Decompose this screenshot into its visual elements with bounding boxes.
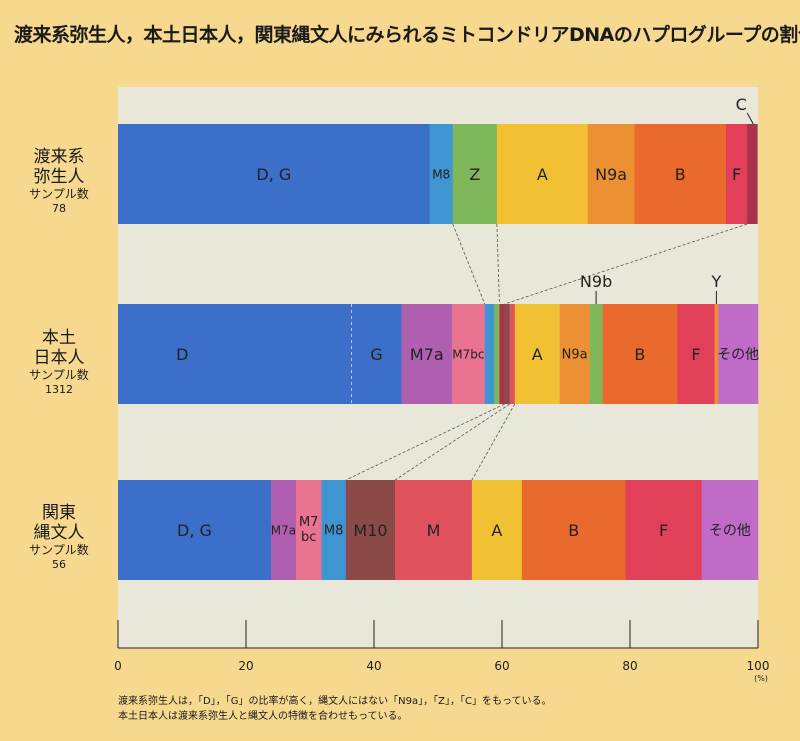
bar-segment [401,304,453,404]
callout-line [746,112,754,125]
bar-segment [634,124,727,224]
segment-label: Y [711,272,722,291]
segment-label: N9b [580,272,612,291]
row-label-yayoi-sample-count: 78 [52,202,66,215]
segment-label: B [634,345,645,364]
x-tick-label: 60 [494,659,509,673]
segment-label: M7a [271,523,296,537]
row-label-modern-line2: 日本人 [33,348,85,368]
connector-line [471,403,516,481]
x-tick-label: 80 [622,659,637,673]
segment-label: B [675,165,686,184]
row-label-modern-sample-label: サンプル数 [29,368,89,382]
segment-label: その他 [717,347,759,363]
bar-segment [602,304,678,404]
segment-label: C [736,95,747,114]
segment-label: F [732,165,741,184]
segment-label: F [659,521,668,540]
bar-segment [718,304,759,404]
row-label-jomon-line1: 関東 [42,503,76,523]
bar-segment [429,124,454,224]
bar-segment [452,124,498,224]
segment-label: N9a [562,348,588,363]
bar-segment [559,304,590,404]
segment-label: Z [469,165,480,184]
row-label-jomon-sample-count: 56 [52,558,66,571]
segment-label: D, G [177,521,212,540]
x-tick-label: 40 [366,659,381,673]
bar-segment [471,480,523,580]
bar-segment [589,304,603,404]
segment-label: A [537,165,548,184]
connector-line [452,223,486,305]
row-label-yayoi-line1: 渡来系 [33,147,85,167]
bar-segment [395,480,473,580]
segment-label: F [691,345,700,364]
connector-line [504,223,748,305]
row-label-modern: 本土 日本人 サンプル数 1312 [4,328,114,396]
footnote-line-1: 渡来系弥生人は，「D」，「G」の比率が高く，縄文人にはない「N9a」，「Z」，「… [118,696,552,707]
bar-segment [118,304,352,404]
segment-label: M7a [410,345,444,364]
bar-segment [509,304,516,404]
bar-segment [351,304,402,404]
bar-segment [494,304,500,404]
bar-segment [295,480,322,580]
segment-label: D, G [256,165,291,184]
row-label-jomon: 関東 縄文人 サンプル数 56 [4,503,114,571]
segment-label: A [532,345,543,364]
row-label-modern-line1: 本土 [42,328,76,348]
row-label-yayoi-line2: 弥生人 [33,167,85,187]
bar-segment [118,124,430,224]
bar-segment [504,304,510,404]
bar-segment [118,480,272,580]
segment-label: B [568,521,579,540]
x-unit-label: (%) [754,674,768,683]
segment-label: その他 [709,523,751,539]
connector-line [394,403,510,481]
segment-label: M7bc [452,347,484,361]
bar-segment [270,480,297,580]
chart-title: 渡来系弥生人，本土日本人，関東縄文人にみられるミトコンドリアDNAのハプログルー… [14,24,800,46]
x-tick-label: 20 [238,659,253,673]
segment-label: M8 [324,524,344,539]
bar-segment [484,304,495,404]
bar-segment [496,124,589,224]
bar-segment [714,304,719,404]
segment-label: G [370,345,382,364]
row-label-yayoi: 渡来系 弥生人 サンプル数 78 [4,147,114,215]
bar-segment [587,124,635,224]
footnote: 渡来系弥生人は，「D」，「G」の比率が高く，縄文人にはない「N9a」，「Z」，「… [118,694,551,724]
bar-segment [452,304,486,404]
bar-segment [514,304,560,404]
bar-segment [726,124,748,224]
row-label-jomon-sample-label: サンプル数 [29,543,89,557]
segment-label: N9a [595,165,627,184]
segment-label: M8 [432,167,450,181]
bar-segment [747,124,758,224]
row-label-yayoi-sample-label: サンプル数 [29,187,89,201]
bar-segment [521,480,626,580]
connector-line [345,403,505,481]
bar-segment [677,304,715,404]
footnote-line-2: 本土日本人は渡来系弥生人と縄文人の特徴を合わせもっている。 [118,711,408,722]
segment-label: M10 [353,521,387,540]
row-label-modern-sample-count: 1312 [45,383,73,396]
x-tick-label: 0 [114,659,122,673]
segment-label: D [176,345,188,364]
connector-line [496,223,500,305]
bar-segment [321,480,347,580]
bar-segment [345,480,396,580]
segment-label: M [427,521,441,540]
segment-label: A [491,521,502,540]
bar-segment [499,304,505,404]
bar-segment [701,480,759,580]
x-tick-label: 100 [747,659,770,673]
row-label-jomon-line2: 縄文人 [33,523,85,543]
bar-segment [625,480,702,580]
